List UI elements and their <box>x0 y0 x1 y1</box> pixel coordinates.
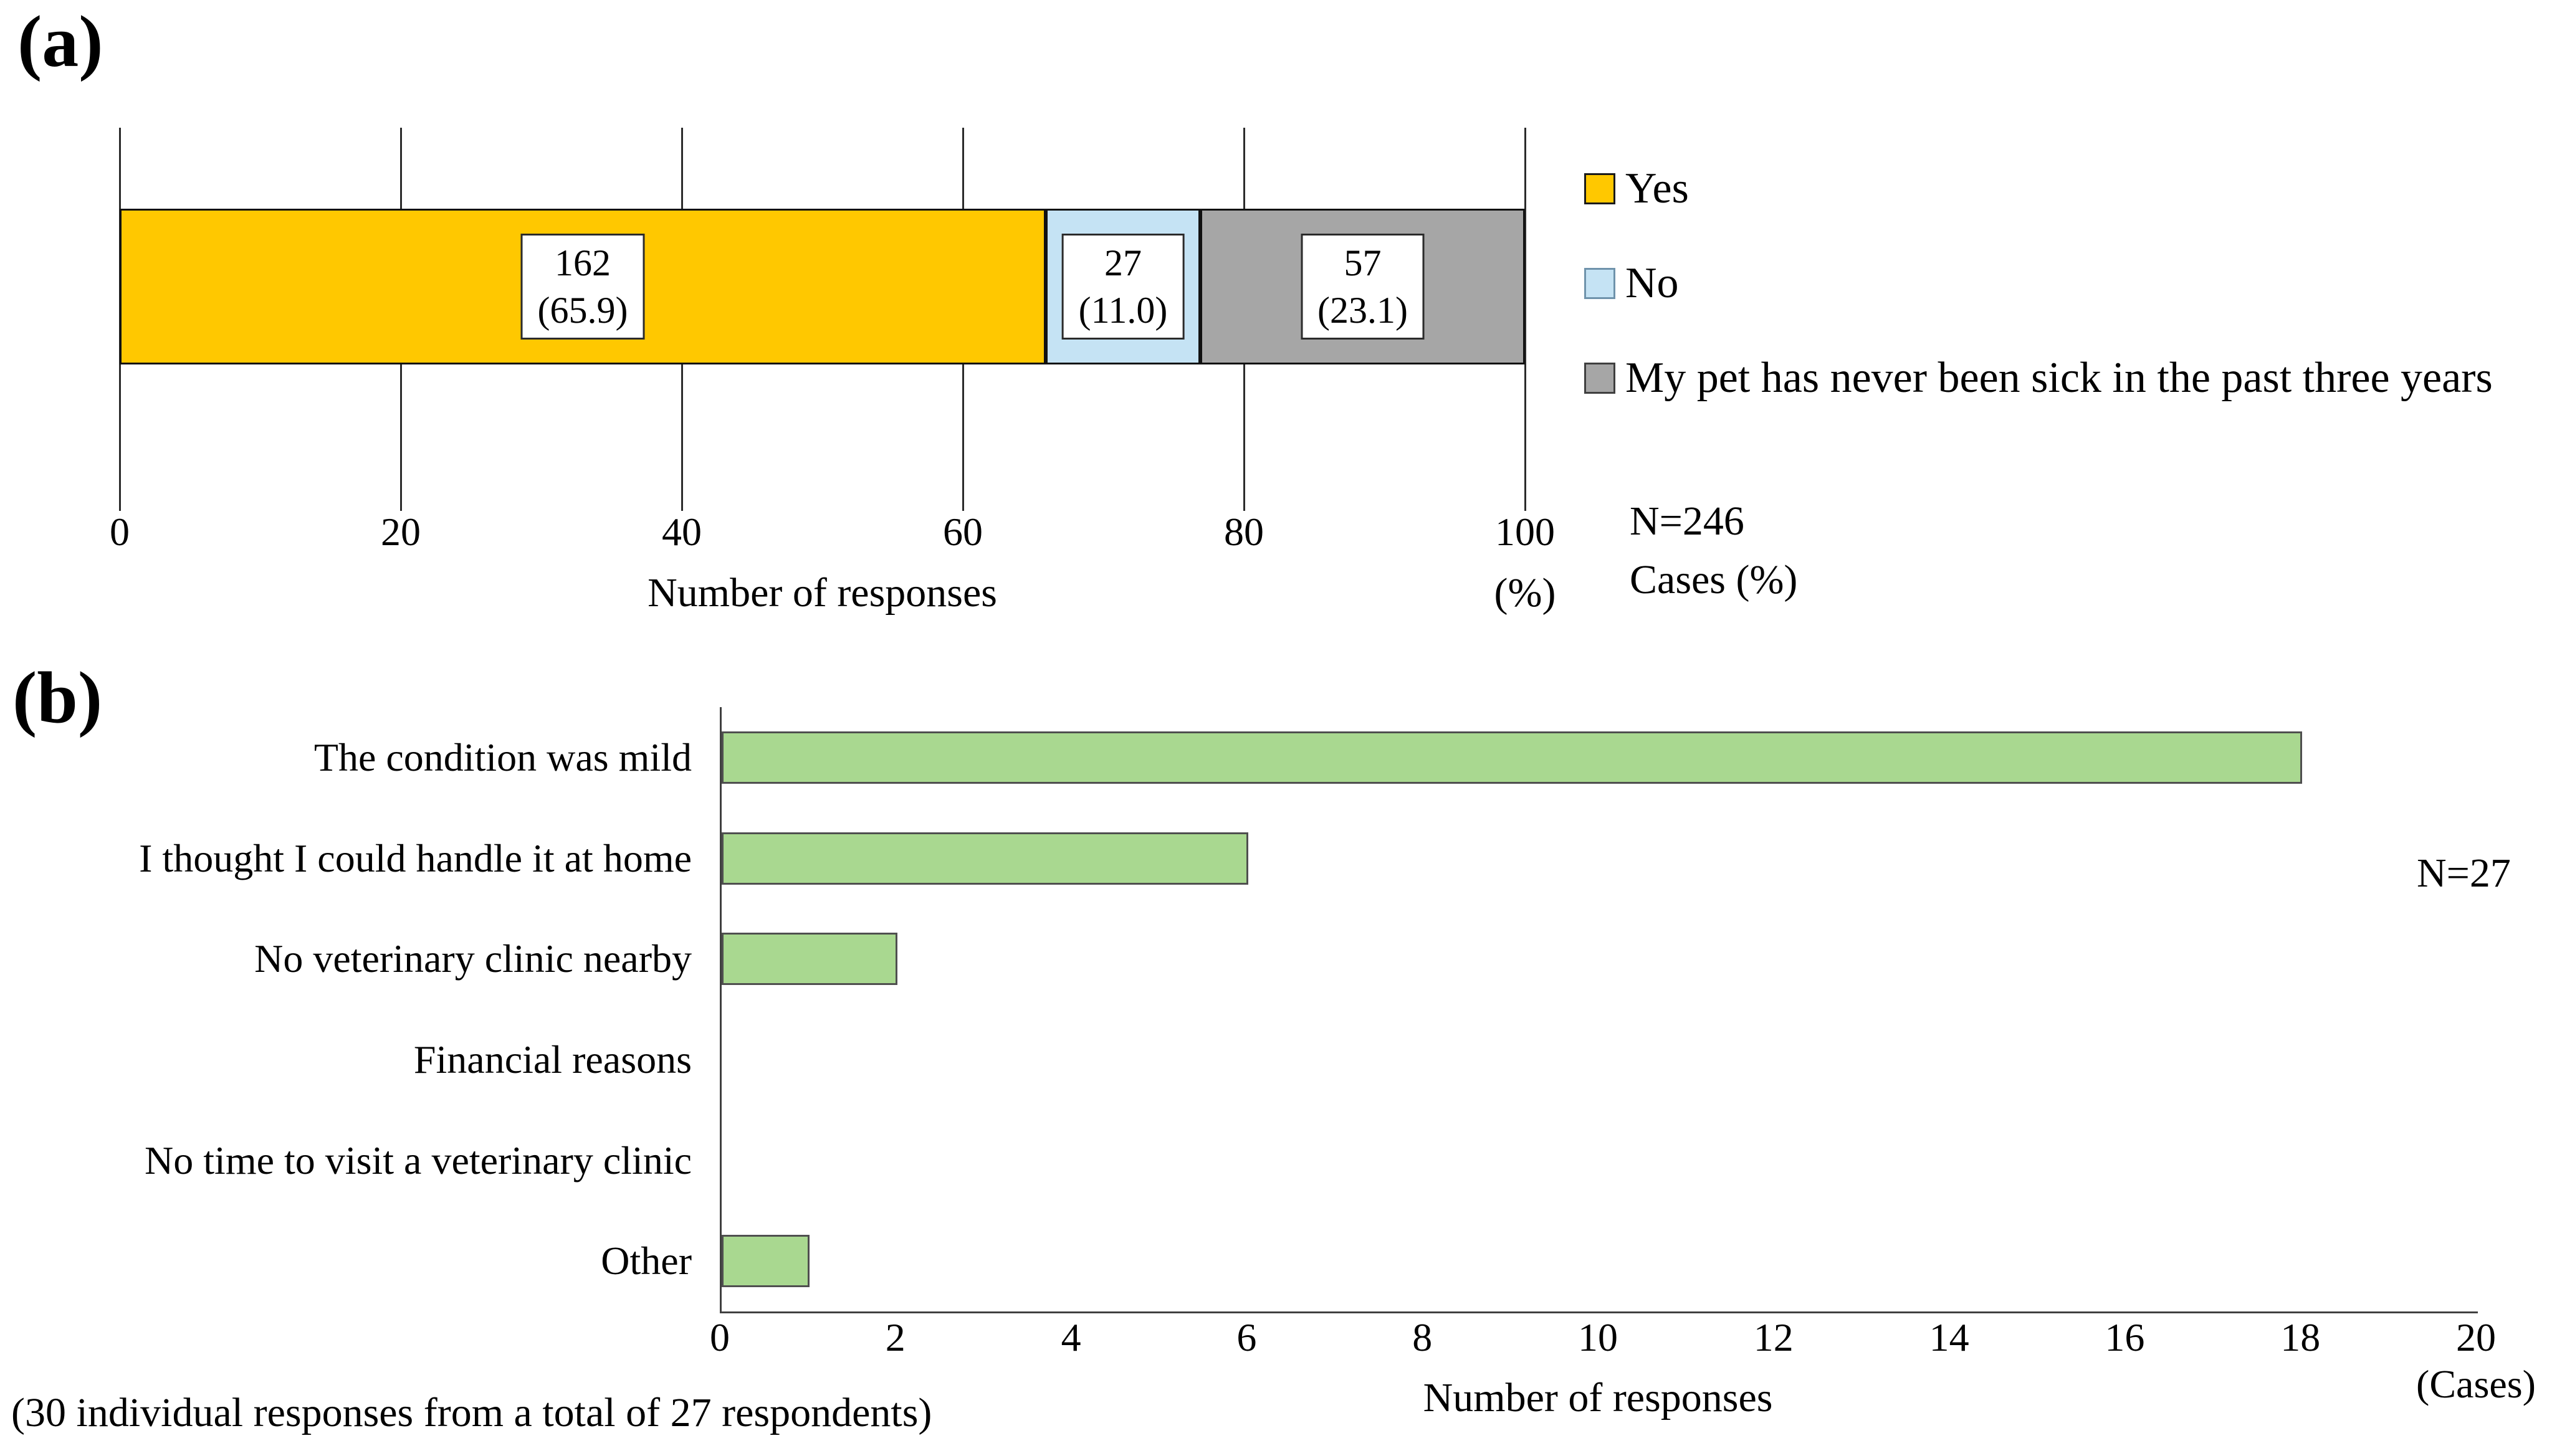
panel-a-label: (a) <box>17 1 103 82</box>
segment-percent: (65.9) <box>537 290 628 331</box>
axis-a-title: Number of responses <box>648 570 997 616</box>
plot-a: 162 (65.9) 27 (11.0) 57 (23.1) <box>118 128 1526 511</box>
bar-row <box>722 1211 2478 1311</box>
category-labels-b: The condition was mild I thought I could … <box>0 707 698 1311</box>
bar-row <box>722 707 2478 808</box>
sample-size-a: N=246 Cases (%) <box>1630 492 1797 609</box>
category-label: No veterinary clinic nearby <box>254 936 692 981</box>
legend-swatch <box>1584 363 1615 394</box>
bar <box>722 731 2303 784</box>
legend-a: Yes No My pet has never been sick in the p… <box>1584 166 2493 457</box>
legend-label: No <box>1625 259 1679 307</box>
segment-label-box: 27 (11.0) <box>1061 234 1185 340</box>
category-label: No time to visit a veterinary clinic <box>145 1138 692 1182</box>
tick-label: 18 <box>2280 1315 2321 1359</box>
tick-label: 20 <box>381 510 421 554</box>
category-label: Financial reasons <box>413 1037 692 1082</box>
axis-b-unit: (Cases) <box>2416 1362 2536 1406</box>
segment-percent: (23.1) <box>1317 290 1408 331</box>
segment-count: 27 <box>1104 242 1142 283</box>
bar <box>722 832 1249 885</box>
legend-swatch <box>1584 268 1615 299</box>
tick-label: 8 <box>1412 1315 1433 1359</box>
tick-label: 14 <box>1929 1315 1969 1359</box>
axis-a-ticks: 0 20 40 60 80 100 <box>110 510 1555 554</box>
tick-label: 16 <box>2105 1315 2145 1359</box>
stacked-bar: 162 (65.9) 27 (11.0) 57 (23.1) <box>120 209 1525 364</box>
category-label: The condition was mild <box>313 735 692 779</box>
category-label: Other <box>601 1239 692 1283</box>
sample-size-b: N=27 <box>2417 850 2511 896</box>
legend-item: No <box>1584 260 2493 307</box>
bar-row <box>722 908 2478 1009</box>
bar-row <box>722 808 2478 909</box>
tick-label: 60 <box>943 510 983 554</box>
segment-label-box: 57 (23.1) <box>1301 234 1425 340</box>
bar-row <box>722 1009 2478 1110</box>
bar-segment: 57 (23.1) <box>1200 209 1525 364</box>
sample-size-a-line2: Cases (%) <box>1630 557 1798 602</box>
legend-label: Yes <box>1625 164 1689 212</box>
segment-count: 162 <box>555 242 611 283</box>
tick-label: 40 <box>662 510 702 554</box>
legend-item: My pet has never been sick in the past t… <box>1584 355 2493 401</box>
legend-item: Yes <box>1584 166 2493 212</box>
axis-a-unit: (%) <box>1494 570 1556 616</box>
gridline <box>1524 128 1526 511</box>
tick-label: 80 <box>1224 510 1264 554</box>
segment-count: 57 <box>1344 242 1382 283</box>
plot-b <box>720 707 2478 1313</box>
bar <box>722 1235 810 1288</box>
tick-label: 20 <box>2456 1315 2496 1359</box>
footnote: (30 individual responses from a total of… <box>11 1390 932 1435</box>
segment-label-box: 162 (65.9) <box>520 234 645 340</box>
tick-label: 4 <box>1061 1315 1081 1359</box>
category-label: I thought I could handle it at home <box>139 835 692 880</box>
bar-segment: 162 (65.9) <box>120 209 1046 364</box>
bar-segment: 27 (11.0) <box>1046 209 1201 364</box>
legend-label: My pet has never been sick in the past t… <box>1625 354 2493 402</box>
tick-label: 0 <box>110 510 130 554</box>
tick-label: 6 <box>1236 1315 1257 1359</box>
bar-row <box>722 1110 2478 1211</box>
legend-swatch <box>1584 173 1615 204</box>
tick-label: 2 <box>885 1315 906 1359</box>
sample-size-a-line1: N=246 <box>1630 498 1744 544</box>
tick-label: 10 <box>1578 1315 1618 1359</box>
axis-b-title: Number of responses <box>1423 1375 1773 1420</box>
tick-label: 100 <box>1495 510 1555 554</box>
segment-percent: (11.0) <box>1078 290 1168 331</box>
panel-b-label: (b) <box>12 657 103 738</box>
bar <box>722 933 897 986</box>
tick-label: 0 <box>710 1315 730 1359</box>
axis-b-ticks: 0 2 4 6 8 10 12 14 16 18 20 <box>710 1315 2496 1359</box>
tick-label: 12 <box>1753 1315 1794 1359</box>
